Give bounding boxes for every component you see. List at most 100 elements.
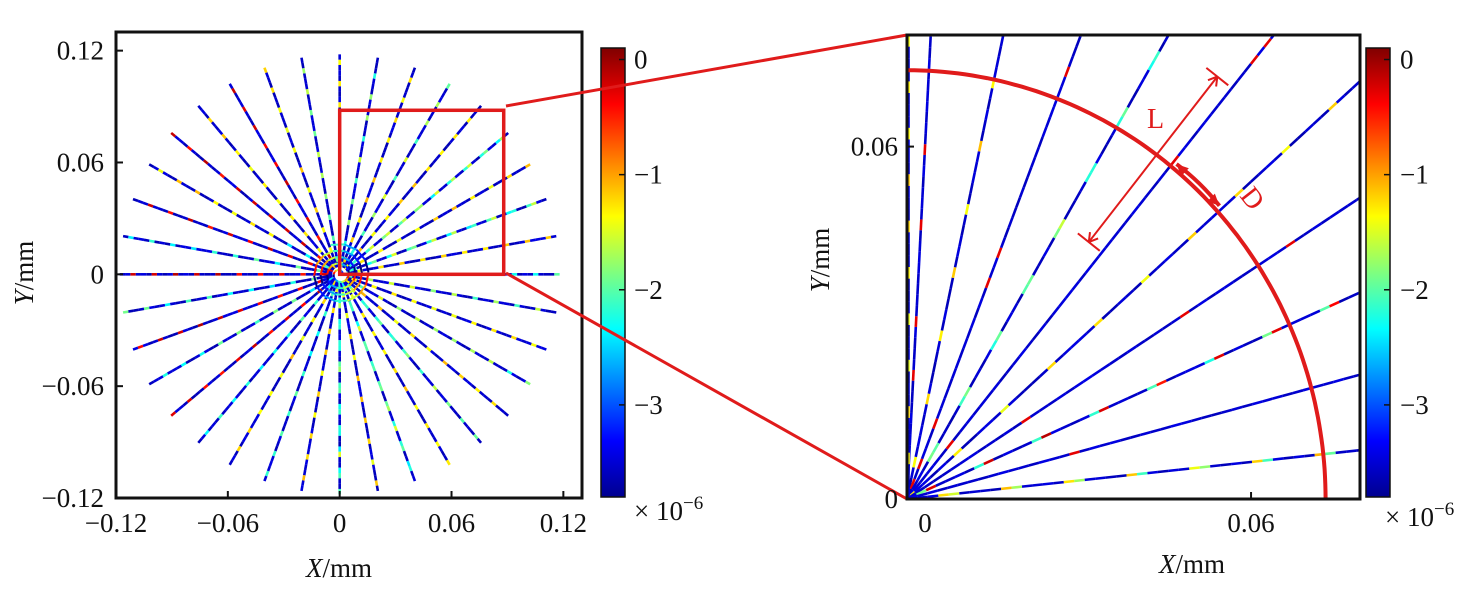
left-ray-segment [355,172,359,179]
left-ray-segment [263,210,270,216]
right-ray-segment [976,445,988,454]
left-ray-segment [212,226,219,232]
right-ray-segment [1058,453,1070,459]
left-ray-segment [313,243,319,250]
left-ray-segment [300,250,307,256]
right-ray-segment [1069,450,1080,456]
spiral-segment [332,276,337,281]
left-ray-segment [228,401,234,408]
left-ray-segment [375,57,380,64]
left-ray-segment [420,287,426,291]
right-ray-segment [1012,421,1023,430]
right-ray-segment [925,393,931,405]
left-ray-segment [419,319,425,325]
right-ray-segment [1037,136,1044,148]
left-ray-segment [411,360,418,367]
left-ray-segment [381,288,388,293]
left-ray-segment [320,258,327,264]
right-ray-segment [1398,445,1408,446]
right-ray-segment [967,478,979,484]
left-ray-segment [431,237,437,243]
left-ray-segment [416,133,422,140]
left-ray-segment [445,141,452,148]
left-ray-segment [307,99,312,106]
left-ray-segment [362,340,368,347]
right-ray-segment [1082,374,1093,383]
left-ray-segment [408,147,414,154]
left-ray-segment [442,211,449,216]
right-ray-segment [1285,239,1296,248]
right-ray-segment [1150,428,1162,434]
left-ray-segment [401,194,407,201]
left-ray-segment [330,251,335,258]
left-ray-segment [366,221,372,228]
spiral-segment [333,269,338,273]
left-ray-segment [373,250,379,256]
left-ray-segment [377,295,384,301]
right-ray-segment [932,474,943,483]
right-ray-segment [1000,486,1012,491]
left-ray-segment [353,359,358,366]
right-ray-segment [1003,227,1010,239]
left-ray-segment [477,247,484,252]
right-ray-segment [1242,181,1252,191]
left-ray-segment [391,303,398,309]
left-ray-segment [300,241,307,247]
left-ray-segment [400,308,407,314]
left-ray-segment [391,122,397,128]
left-ray-segment [451,205,458,211]
left-ray-segment [328,323,333,329]
left-ray-segment [493,300,499,304]
left-ray-segment [497,179,504,185]
left-ray-segment [411,67,417,74]
spiral-segment [327,264,333,270]
spiral-segment [321,282,329,292]
left-ray-segment [302,475,306,481]
left-ray-segment [503,411,510,417]
right-ray-segment [980,488,991,493]
left-ray-segment [397,322,404,328]
right-xlabel: X/mm [1158,549,1225,579]
right-ray-segment [998,469,1009,476]
left-ray-segment [368,244,375,251]
left-ray-segment [275,344,282,351]
right-ray-segment [1234,188,1244,198]
left-ray-segment [346,224,350,231]
left-ray-segment [259,336,266,342]
right-ray-segment [925,101,929,112]
left-ray-segment [320,172,324,179]
right-colorbar: 0−1−2−3 × 10−6 [1365,45,1454,532]
right-ray-segment [1356,448,1360,452]
left-ray-segment [393,117,398,123]
right-xlabel-unit: /mm [1175,549,1225,579]
right-ray-segment [954,357,961,369]
spiral-segment [353,282,361,292]
left-ray-segment [190,246,197,251]
left-ray-segment [314,135,318,142]
right-ray-segment [1117,222,1127,233]
spiral-segment [355,249,366,261]
left-ray-segment [391,336,397,342]
left-ray-segment [388,281,395,286]
left-ray-segment [360,299,366,306]
zoom-connector-top [505,33,908,108]
left-ray-segment [268,329,274,335]
left-ray-segment [306,186,312,193]
left-ray-segment [300,57,304,64]
left-ray-segment [474,351,481,357]
left-ray-segment [272,92,277,99]
left-ray-segment [297,286,304,291]
left-ray-segment [421,200,428,206]
left-ray-segment [196,297,202,301]
left-ray-segment [376,202,382,209]
left-ray-segment [326,253,332,260]
left-ray-segment [305,278,312,282]
right-ray-segment [1089,162,1098,174]
right-ray-segment [1144,188,1153,199]
left-ray-segment [267,297,274,302]
left-ray-segment [382,298,389,304]
right-ray-segment [1037,255,1045,267]
right-ray-segment [1063,479,1075,484]
left-ray-segment [262,360,268,367]
right-ray [907,290,1360,499]
